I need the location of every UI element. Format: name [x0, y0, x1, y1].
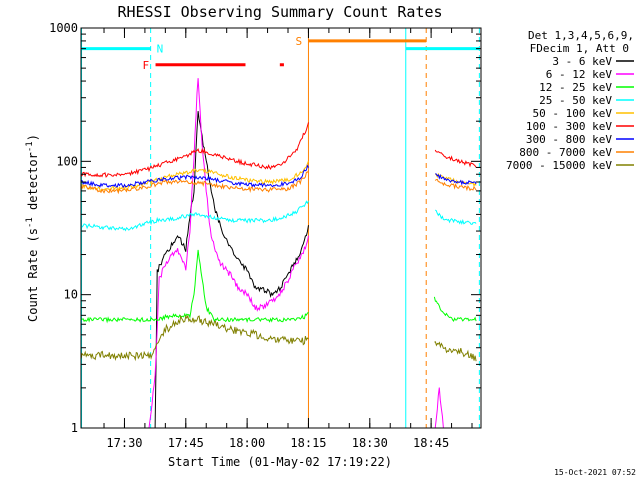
x-tick-label-2: 18:00: [229, 436, 265, 450]
legend: Det 1,3,4,5,6,9, FDecim 1, Att 0 3 - 6 k…: [506, 29, 634, 172]
timestamp: 15-Oct-2021 07:52: [554, 468, 636, 477]
y-tick-label-2: 100: [56, 154, 78, 168]
x-axis-label: Start Time (01-May-02 17:19:22): [168, 455, 392, 469]
legend-label-6: 100 - 300 keV: [526, 120, 612, 133]
status-label-f: F: [143, 59, 150, 72]
legend-label-3: 12 - 25 keV: [539, 81, 612, 94]
legend-header-line-1: Det 1,3,4,5,6,9,: [528, 29, 634, 42]
chart-title: RHESSI Observing Summary Count Rates: [117, 3, 442, 21]
legend-label-5: 50 - 100 keV: [533, 107, 613, 120]
series-line-2-late-0: [434, 387, 444, 429]
x-tick-label-4: 18:30: [352, 436, 388, 450]
legend-label-9: 7000 - 15000 keV: [506, 159, 612, 172]
legend-label-2: 6 - 12 keV: [546, 68, 613, 81]
status-label-s: S: [295, 35, 302, 48]
legend-label-4: 25 - 50 keV: [539, 94, 612, 107]
legend-label-1: 3 - 6 keV: [552, 55, 612, 68]
legend-label-8: 800 - 7000 keV: [519, 146, 612, 159]
x-tick-label-5: 18:45: [413, 436, 449, 450]
axis-ticks: 1 10 100 1000 17:30 17:45 18:00 18:15 18:30 18:45: [49, 21, 481, 450]
y-axis-label-main: Count Rate (s: [26, 228, 40, 322]
legend-label-7: 300 - 800 keV: [526, 133, 612, 146]
series-line-8-late-0: [434, 178, 477, 192]
legend-header-line-2: FDecim 1, Att 0: [530, 42, 629, 55]
x-tick-label-3: 18:15: [290, 436, 326, 450]
y-axis-label-sup1: -1: [25, 217, 35, 228]
y-axis-label-mid: detector: [26, 152, 40, 217]
status-label-n: N: [157, 43, 164, 56]
x-tick-label-0: 17:30: [106, 436, 142, 450]
y-axis-label-end: ): [26, 134, 40, 141]
series-line-8: [80, 170, 309, 195]
x-tick-label-1: 17:45: [168, 436, 204, 450]
y-axis-label: Count Rate (s-1 detector-1): [25, 134, 40, 322]
series-line-7-late-0: [435, 173, 477, 186]
status-bars: NF S: [81, 35, 480, 72]
series-line-3-late-0: [433, 296, 477, 322]
series-line-4: [80, 200, 309, 232]
series-line-4-late-0: [434, 209, 477, 225]
series-line-5: [80, 160, 309, 192]
series-line-3: [80, 249, 309, 324]
y-tick-label-3: 1000: [49, 21, 78, 35]
series-line-6-late-0: [434, 149, 477, 168]
series-line-9-late-0: [434, 341, 477, 362]
series-line-7: [81, 164, 309, 189]
series-line-9: [80, 314, 309, 362]
y-tick-label-0: 1: [71, 421, 78, 435]
y-axis-label-sup2: -1: [25, 141, 35, 152]
series-line-6: [80, 122, 309, 178]
y-tick-label-1: 10: [64, 288, 78, 302]
plot-frame: [80, 27, 482, 429]
